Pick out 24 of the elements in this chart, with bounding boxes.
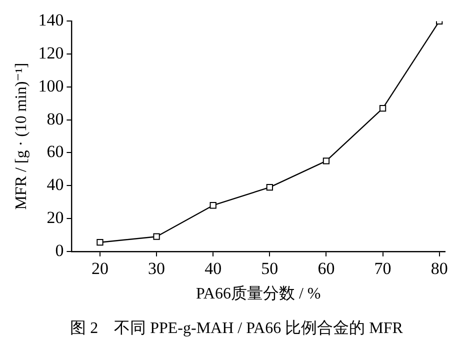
x-tick-label: 30 — [148, 259, 166, 278]
caption: 图 2 不同 PPE-g-MAH / PA66 比例合金的 MFR — [69, 318, 404, 339]
point — [379, 105, 386, 112]
y-tick-label: 140 — [38, 10, 64, 30]
x-tick-label: 20 — [91, 259, 108, 278]
y-tick-label: 80 — [46, 109, 64, 128]
y-tick-label: 0 — [55, 240, 64, 260]
y-tick-label: 120 — [38, 44, 64, 63]
y-tick-label: 60 — [46, 142, 64, 162]
x-tick-label: 50 — [261, 259, 278, 278]
y-axis-title: MFR / [g · (10 min)⁻¹] — [12, 62, 30, 210]
x-tick-label: 40 — [204, 259, 222, 278]
point — [153, 233, 160, 240]
x-tick-label: 70 — [374, 259, 392, 278]
point — [266, 184, 273, 191]
point — [322, 158, 330, 164]
x-tick-label: 80 — [430, 259, 448, 278]
point — [210, 202, 216, 209]
y-tick-label: 40 — [46, 175, 64, 194]
point — [96, 239, 104, 246]
y-tick-label: 100 — [38, 76, 64, 96]
y-tick-label: 20 — [46, 208, 64, 227]
x-axis-title: PA66质量分数 / % — [196, 284, 321, 303]
x-tick-label: 60 — [318, 259, 335, 278]
